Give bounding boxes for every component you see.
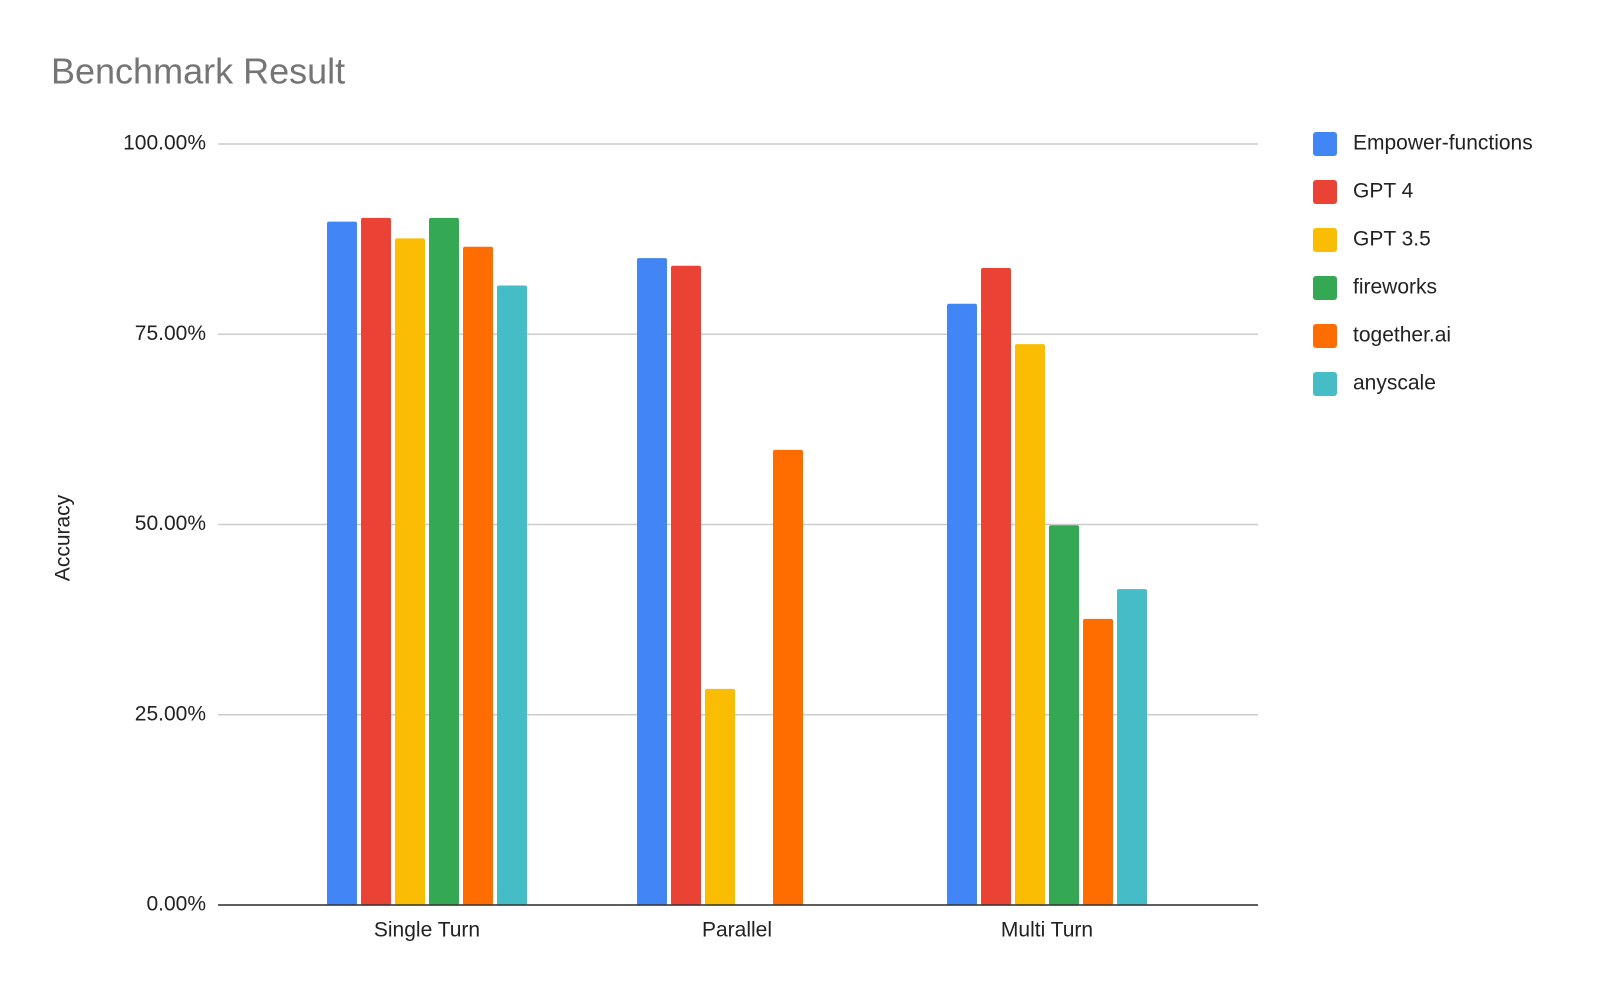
bar [361, 217, 391, 905]
bar [327, 221, 357, 905]
legend-label: anyscale [1353, 372, 1436, 395]
legend-swatch [1313, 324, 1337, 348]
bar [1049, 525, 1079, 905]
y-tick-label: 25.00% [135, 702, 206, 725]
bar [637, 258, 667, 905]
legend-swatch [1313, 180, 1337, 204]
bar [463, 246, 493, 906]
x-tick-label: Multi Turn [1001, 919, 1093, 942]
bar [1015, 344, 1045, 905]
bar [429, 217, 459, 905]
bar [1083, 618, 1113, 905]
y-tick-label: 75.00% [135, 322, 206, 345]
y-tick-label: 100.00% [123, 132, 206, 155]
legend-label: together.ai [1353, 324, 1451, 347]
y-tick-label: 0.00% [146, 893, 206, 916]
bar [773, 449, 803, 905]
bar [1117, 589, 1147, 905]
bar [981, 268, 1011, 906]
legend-label: GPT 3.5 [1353, 228, 1431, 251]
legend-label: Empower-functions [1353, 132, 1533, 155]
legend-swatch [1313, 228, 1337, 252]
legend-swatch [1313, 372, 1337, 396]
legend-label: fireworks [1353, 276, 1437, 299]
bar [671, 265, 701, 905]
bar [497, 285, 527, 905]
legend-label: GPT 4 [1353, 180, 1414, 203]
x-tick-label: Parallel [702, 919, 772, 942]
legend-swatch [1313, 132, 1337, 156]
y-tick-label: 50.00% [135, 512, 206, 535]
chart-title: Benchmark Result [51, 51, 345, 92]
y-axis-label: Accuracy [52, 494, 75, 581]
bar [947, 303, 977, 905]
bar [705, 688, 735, 905]
x-tick-label: Single Turn [374, 919, 480, 942]
bar [395, 238, 425, 905]
legend-swatch [1313, 276, 1337, 300]
